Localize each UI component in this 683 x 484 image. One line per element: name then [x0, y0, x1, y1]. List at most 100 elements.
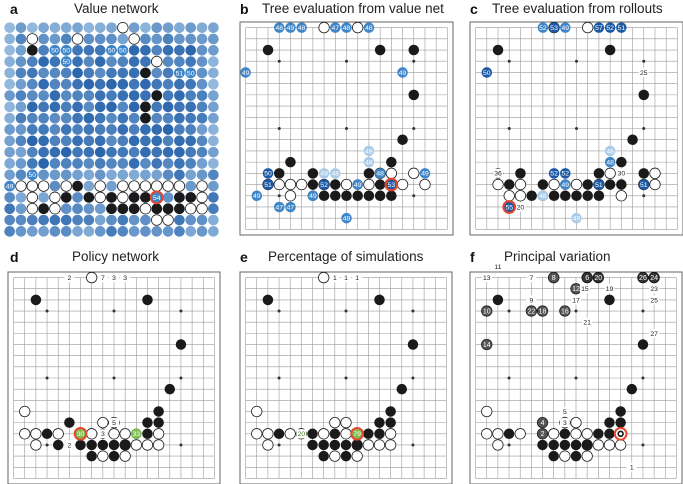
value-dot [174, 214, 185, 226]
evaluation-dot [330, 168, 341, 179]
white-stone [603, 439, 616, 451]
black-stone [41, 428, 53, 440]
value-dot [208, 180, 219, 192]
value-dot [106, 158, 117, 169]
pv-white-stone [581, 271, 593, 284]
panel-letter: f [470, 249, 475, 265]
black-stone [351, 439, 363, 451]
move-label: 48 [343, 25, 351, 32]
value-dot [94, 158, 106, 169]
value-dot [72, 22, 83, 33]
label-backdrop [64, 440, 75, 450]
value-dot [83, 146, 95, 158]
best-move-label: 30 [77, 431, 85, 438]
value-dot [185, 112, 197, 124]
star-point [277, 309, 281, 313]
value-dot [83, 22, 95, 33]
value-dot [38, 78, 49, 90]
white-stone [582, 21, 594, 34]
move-label: 51 [264, 182, 272, 189]
white-stone [97, 450, 109, 462]
best-move-highlight [73, 426, 88, 441]
move-label: 20 [517, 204, 525, 211]
value-dot [15, 146, 27, 158]
value-dot [15, 214, 27, 226]
evaluation-dot [60, 56, 72, 67]
black-stone [407, 339, 419, 350]
value-dot [196, 124, 208, 135]
value-dot [128, 135, 140, 147]
evaluation-dot [604, 22, 616, 33]
star-point [112, 376, 116, 380]
value-dot [185, 226, 197, 237]
black-stone [285, 156, 296, 168]
move-label: 50 [51, 48, 59, 55]
value-dot [128, 214, 140, 226]
value-dot [106, 135, 117, 147]
label-backdrop [649, 328, 660, 338]
value-dot [106, 169, 117, 181]
move-label: 47 [275, 204, 283, 211]
value-dot [140, 78, 151, 90]
evaluation-dot [537, 22, 549, 33]
value-dot [185, 135, 197, 147]
black-stone [142, 428, 153, 440]
value-dot [208, 112, 219, 124]
black-stone [153, 406, 164, 417]
black-stone [341, 190, 352, 202]
value-dot [151, 112, 163, 124]
label-backdrop [616, 168, 627, 178]
black-stone [318, 439, 329, 451]
evaluation-dot [273, 22, 285, 33]
value-dot [83, 124, 95, 135]
value-dot [208, 56, 219, 67]
move-label: 52 [606, 25, 614, 32]
black-stone [570, 450, 582, 462]
black-stone [386, 190, 397, 202]
value-dot [49, 22, 61, 33]
value-dot [4, 56, 15, 67]
value-dot [72, 169, 83, 181]
pv-move-number: 26 [639, 275, 647, 282]
value-dot [38, 124, 49, 135]
star-point [412, 194, 416, 198]
white-stone [196, 202, 208, 215]
black-stone [593, 190, 605, 202]
pv-black-stone [481, 305, 493, 317]
white-stone [570, 178, 583, 191]
star-point [507, 376, 511, 380]
evaluation-dot [307, 190, 319, 202]
value-dot [38, 226, 49, 237]
value-dot [94, 22, 106, 33]
label-backdrop [120, 273, 131, 283]
value-dot [26, 101, 38, 113]
evaluation-dot [604, 156, 616, 168]
value-dot [49, 180, 61, 192]
black-stone [492, 294, 504, 306]
value-dot [15, 78, 27, 90]
value-dot [49, 135, 61, 147]
value-dot [26, 56, 38, 67]
black-stone [503, 428, 515, 440]
pv-black-stone [559, 305, 571, 317]
value-dot [60, 146, 72, 158]
move-label: 48 [365, 25, 373, 32]
value-dot [60, 33, 72, 45]
white-stone [141, 439, 154, 451]
value-dot [4, 214, 15, 226]
value-dot [38, 22, 49, 33]
value-dot [174, 169, 185, 181]
value-dot [185, 44, 197, 56]
value-dot [208, 158, 219, 169]
white-stone [117, 21, 129, 34]
value-dot [162, 158, 174, 169]
value-dot [208, 78, 219, 90]
label-backdrop [604, 284, 615, 294]
move-label: 48 [275, 25, 283, 32]
white-stone [108, 428, 120, 440]
white-stone [151, 214, 163, 226]
white-stone [94, 191, 106, 204]
